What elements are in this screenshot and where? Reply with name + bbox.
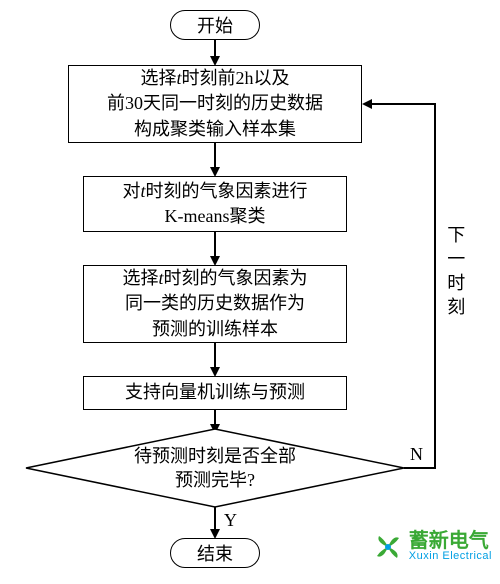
logo-cn: 蓄新电气 xyxy=(409,531,492,551)
edge-loop-v xyxy=(434,104,436,468)
edge-loop-head xyxy=(362,99,372,109)
node-step1-text: 选择t时刻前2h以及 前30天同一时刻的历史数据 构成聚类输入样本集 xyxy=(107,66,323,142)
node-step4: 支持向量机训练与预测 xyxy=(83,376,347,410)
node-start: 开始 xyxy=(170,10,260,40)
node-step1: 选择t时刻前2h以及 前30天同一时刻的历史数据 构成聚类输入样本集 xyxy=(68,65,362,143)
node-decision-text: 待预测时刻是否全部 预测完毕? xyxy=(25,428,405,508)
node-step2-text: 对t时刻的气象因素进行 K-means聚类 xyxy=(122,179,307,229)
node-start-text: 开始 xyxy=(197,12,233,38)
brand-logo: 蓄新电气 Xuxin Electrical xyxy=(373,531,492,562)
label-loop: 下一时刻 xyxy=(442,225,462,321)
node-end: 结束 xyxy=(170,538,260,568)
label-yes: Y xyxy=(224,510,237,531)
label-no: N xyxy=(410,444,423,465)
logo-en: Xuxin Electrical xyxy=(409,551,492,562)
edge-loop-h1 xyxy=(404,467,436,469)
logo-icon xyxy=(373,532,403,562)
edge-loop-h2 xyxy=(370,103,436,105)
logo-text: 蓄新电气 Xuxin Electrical xyxy=(409,531,492,562)
node-step3: 选择t时刻的气象因素为 同一类的历史数据作为 预测的训练样本 xyxy=(83,265,347,343)
node-decision: 待预测时刻是否全部 预测完毕? xyxy=(25,428,405,508)
flowchart-canvas: 开始 选择t时刻前2h以及 前30天同一时刻的历史数据 构成聚类输入样本集 对t… xyxy=(0,0,500,584)
node-end-text: 结束 xyxy=(197,540,233,566)
node-step3-text: 选择t时刻的气象因素为 同一类的历史数据作为 预测的训练样本 xyxy=(122,266,307,342)
node-step2: 对t时刻的气象因素进行 K-means聚类 xyxy=(83,176,347,232)
node-step4-text: 支持向量机训练与预测 xyxy=(125,380,305,405)
